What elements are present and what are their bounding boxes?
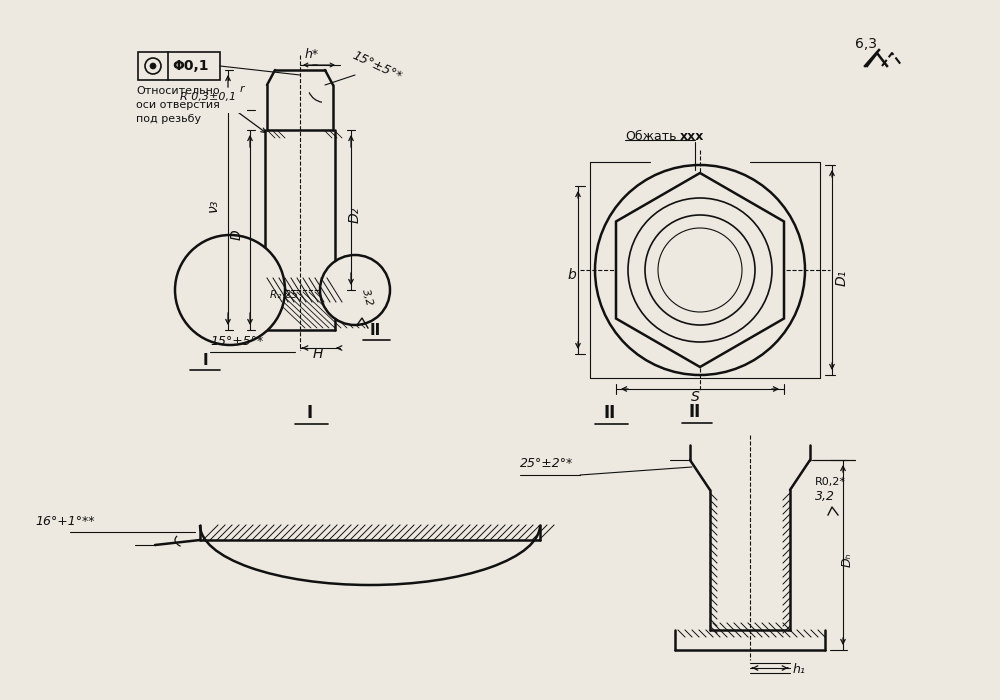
- Circle shape: [658, 228, 742, 312]
- Text: 15°±5°*: 15°±5°*: [350, 49, 404, 83]
- Text: r: r: [240, 84, 245, 94]
- Text: 6,3: 6,3: [855, 37, 877, 51]
- Text: ν₃: ν₃: [206, 198, 220, 211]
- Text: R0,2*: R0,2*: [815, 477, 846, 487]
- Text: II: II: [604, 404, 616, 422]
- Text: b: b: [568, 268, 577, 282]
- Text: Φ0,1: Φ0,1: [172, 59, 208, 73]
- Circle shape: [645, 215, 755, 325]
- Circle shape: [628, 198, 772, 342]
- Polygon shape: [616, 173, 784, 367]
- Text: D₂: D₂: [348, 207, 362, 223]
- Text: II: II: [369, 323, 381, 338]
- Bar: [138, 52, 220, 80]
- Text: 25°±2°*: 25°±2°*: [520, 457, 573, 470]
- Text: 15°±5°*: 15°±5°*: [210, 335, 263, 348]
- Circle shape: [595, 165, 805, 375]
- Text: Dₕ: Dₕ: [840, 553, 854, 567]
- Text: 3,2: 3,2: [815, 490, 835, 503]
- Text: I: I: [202, 353, 208, 368]
- Circle shape: [320, 255, 390, 325]
- Text: D₁: D₁: [835, 270, 849, 286]
- Text: R 0,3±0,1: R 0,3±0,1: [180, 92, 236, 102]
- Circle shape: [150, 63, 156, 69]
- Text: 3,2: 3,2: [360, 287, 374, 307]
- Text: оси отверстия: оси отверстия: [136, 100, 220, 110]
- Text: II: II: [689, 403, 701, 421]
- Text: S: S: [691, 390, 699, 404]
- Text: h₁: h₁: [793, 663, 806, 676]
- Circle shape: [175, 235, 285, 345]
- Text: I: I: [307, 404, 313, 422]
- Text: под резьбу: под резьбу: [136, 114, 201, 124]
- Text: h*: h*: [305, 48, 319, 61]
- Text: R₂ 25: R₂ 25: [270, 290, 298, 300]
- Text: Относительно: Относительно: [136, 86, 220, 96]
- Text: H: H: [312, 347, 323, 361]
- Text: Обжать: Обжать: [625, 130, 676, 143]
- Text: 16°+1°**: 16°+1°**: [35, 515, 94, 528]
- Text: xxx: xxx: [680, 130, 704, 143]
- Text: D: D: [230, 230, 244, 240]
